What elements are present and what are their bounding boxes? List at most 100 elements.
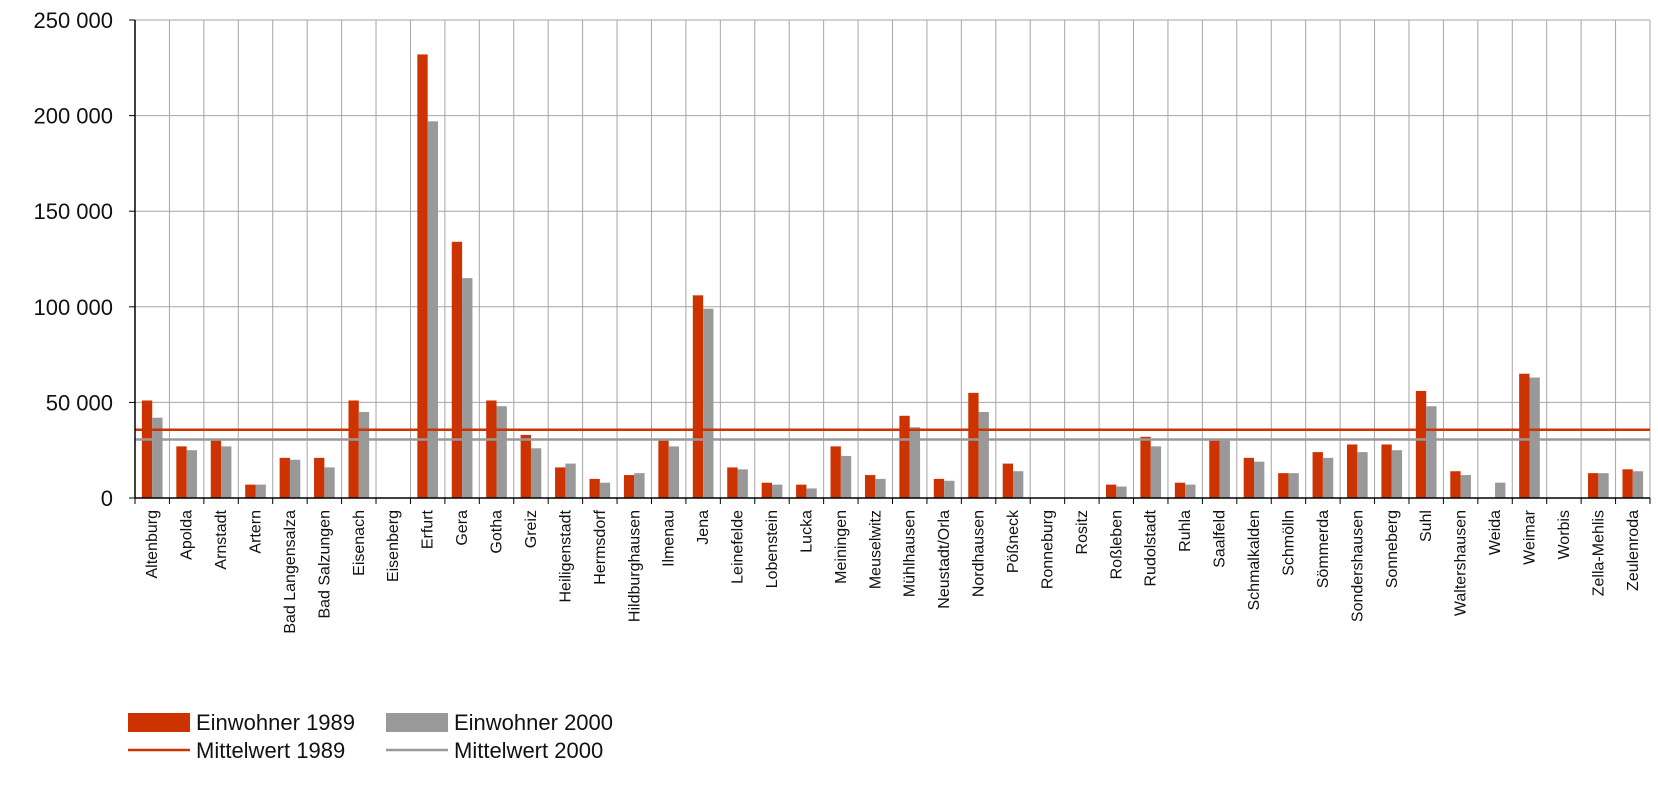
bar-einwohner-2000-greiz xyxy=(530,448,542,498)
x-tick-label-ilmenau: Ilmenau xyxy=(661,510,678,567)
x-tick-label-waltershausen: Waltershausen xyxy=(1453,510,1470,616)
x-tick-label-s-mmerda: Sömmerda xyxy=(1315,510,1332,588)
bar-einwohner-1989-ilmenau xyxy=(658,440,669,498)
y-tick-label: 50 000 xyxy=(46,390,113,415)
bar-einwohner-1989-lobenstein xyxy=(761,482,772,498)
bar-einwohner-2000-bad-langensalza xyxy=(289,459,301,498)
x-tick-label-hermsdorf: Hermsdorf xyxy=(592,509,609,584)
bar-einwohner-1989-hermsdorf xyxy=(589,478,600,498)
bar-einwohner-2000-s-mmerda xyxy=(1322,457,1334,498)
bar-einwohner-2000-weida xyxy=(1495,482,1506,498)
legend-label: Einwohner 2000 xyxy=(454,710,613,735)
x-tick-label-ronneburg: Ronneburg xyxy=(1039,510,1056,589)
bar-einwohner-2000-waltershausen xyxy=(1460,475,1471,498)
bar-einwohner-2000-neustadt-orla xyxy=(944,480,955,498)
x-tick-label-gera: Gera xyxy=(454,510,471,546)
x-tick-label-schmalkalden: Schmalkalden xyxy=(1246,510,1263,611)
bar-einwohner-1989-ruhla xyxy=(1174,482,1186,498)
x-tick-label-zeulenroda: Zeulenroda xyxy=(1625,510,1642,591)
bar-einwohner-1989-neustadt-orla xyxy=(933,478,945,498)
x-tick-label-meuselwitz: Meuselwitz xyxy=(867,510,884,589)
mean-line-layer xyxy=(135,428,1650,441)
bar-einwohner-2000-sondershausen xyxy=(1357,452,1368,498)
bar-einwohner-1989-altenburg xyxy=(141,400,153,498)
bar-einwohner-2000-eisenach xyxy=(358,411,370,498)
legend-label: Mittelwert 2000 xyxy=(454,738,603,763)
x-tick-label-worbis: Worbis xyxy=(1556,510,1573,560)
x-tick-label-greiz: Greiz xyxy=(523,510,540,548)
bar-einwohner-1989-eisenach xyxy=(348,400,359,498)
x-tick-label-sondershausen: Sondershausen xyxy=(1349,510,1366,622)
x-tick-label-eisenberg: Eisenberg xyxy=(385,510,402,582)
bar-einwohner-2000-sonneberg xyxy=(1391,450,1403,498)
bar-einwohner-1989-gotha xyxy=(486,400,497,498)
x-tick-label-saalfeld: Saalfeld xyxy=(1212,510,1229,568)
legend-item-einwohner-1989: Einwohner 1989 xyxy=(128,710,355,735)
bar-einwohner-2000-schmalkalden xyxy=(1254,461,1265,498)
bar-einwohner-2000-nordhausen xyxy=(978,411,989,498)
bar-einwohner-1989-artern xyxy=(245,484,256,498)
bar-einwohner-1989-schmalkalden xyxy=(1243,457,1255,498)
bar-einwohner-2000-jena xyxy=(703,308,714,498)
bar-einwohner-1989-s-mmerda xyxy=(1312,452,1323,498)
bar-einwohner-2000-ilmenau xyxy=(668,446,680,498)
legend-label: Einwohner 1989 xyxy=(196,710,355,735)
bar-einwohner-1989-hildburghausen xyxy=(623,475,635,498)
legend-label: Mittelwert 1989 xyxy=(196,738,345,763)
bar-einwohner-2000-arnstadt xyxy=(221,446,232,498)
bar-einwohner-2000-schm-lln xyxy=(1288,473,1299,498)
x-tick-label-eisenach: Eisenach xyxy=(351,510,368,576)
x-tick-label-weida: Weida xyxy=(1487,510,1504,555)
bar-einwohner-2000-ruhla xyxy=(1185,484,1196,498)
bar-einwohner-2000-weimar xyxy=(1529,377,1540,498)
bar-einwohner-2000-meuselwitz xyxy=(875,478,886,498)
legend-swatch xyxy=(128,713,190,732)
bar-einwohner-1989-apolda xyxy=(176,446,187,498)
bar-einwohner-2000-rudolstadt xyxy=(1150,446,1162,498)
bar-einwohner-2000-gotha xyxy=(496,406,507,498)
bar-einwohner-2000-p-neck xyxy=(1013,471,1024,498)
legend-item-einwohner-2000: Einwohner 2000 xyxy=(386,710,613,735)
bar-einwohner-1989-sondershausen xyxy=(1347,444,1358,498)
bar-einwohner-1989-rudolstadt xyxy=(1140,436,1151,498)
bar-einwohner-1989-meuselwitz xyxy=(864,475,876,498)
bar-einwohner-2000-erfurt xyxy=(427,121,438,498)
x-tick-label-nordhausen: Nordhausen xyxy=(971,510,988,597)
x-tick-label-p-neck: Pößneck xyxy=(1005,509,1022,573)
x-tick-label-ro-leben: Roßleben xyxy=(1108,510,1125,579)
bar-einwohner-2000-lobenstein xyxy=(771,484,783,498)
bar-einwohner-1989-waltershausen xyxy=(1450,471,1461,498)
x-tick-label-schm-lln: Schmölln xyxy=(1280,510,1297,576)
x-tick-label-artern: Artern xyxy=(248,510,265,554)
x-tick-label-ruhla: Ruhla xyxy=(1177,510,1194,552)
bar-einwohner-2000-m-hlhausen xyxy=(909,427,921,498)
bar-einwohner-1989-zella-mehlis xyxy=(1588,473,1599,498)
x-tick-label-lucka: Lucka xyxy=(798,510,815,553)
bar-einwohner-1989-weimar xyxy=(1519,373,1530,498)
bar-einwohner-1989-jena xyxy=(692,295,704,498)
legend: Einwohner 1989 Einwohner 2000 Mittelwert 1… xyxy=(128,710,613,763)
x-tick-label-erfurt: Erfurt xyxy=(420,509,437,549)
axis-layer: 0 50 000 100 000 150 000 200 000 250 000 Alten… xyxy=(33,8,1651,634)
x-tick-label-meiningen: Meiningen xyxy=(833,510,850,584)
x-tick-label-gotha: Gotha xyxy=(489,510,506,554)
bar-einwohner-1989-sonneberg xyxy=(1381,444,1392,498)
bar-einwohner-1989-zeulenroda xyxy=(1622,469,1633,498)
grid-layer xyxy=(135,19,1651,498)
bar-einwohner-1989-bad-salzungen xyxy=(314,457,325,498)
x-tick-label-altenburg: Altenburg xyxy=(144,510,161,579)
bar-einwohner-2000-artern xyxy=(255,484,266,498)
x-tick-label-neustadt-orla: Neustadt/Orla xyxy=(936,510,953,609)
x-tick-label-apolda: Apolda xyxy=(179,510,196,560)
bar-einwohner-1989-gera xyxy=(451,241,463,499)
bar-einwohner-1989-erfurt xyxy=(417,54,428,498)
bar-einwohner-1989-bad-langensalza xyxy=(279,457,290,498)
bar-einwohner-2000-saalfeld xyxy=(1219,440,1230,498)
bar-einwohner-2000-gera xyxy=(462,278,473,498)
bar-einwohner-1989-suhl xyxy=(1415,390,1427,498)
bar-einwohner-1989-p-neck xyxy=(1002,463,1014,498)
bar-einwohner-2000-hildburghausen xyxy=(634,473,645,498)
bar-einwohner-2000-bad-salzungen xyxy=(324,467,335,498)
